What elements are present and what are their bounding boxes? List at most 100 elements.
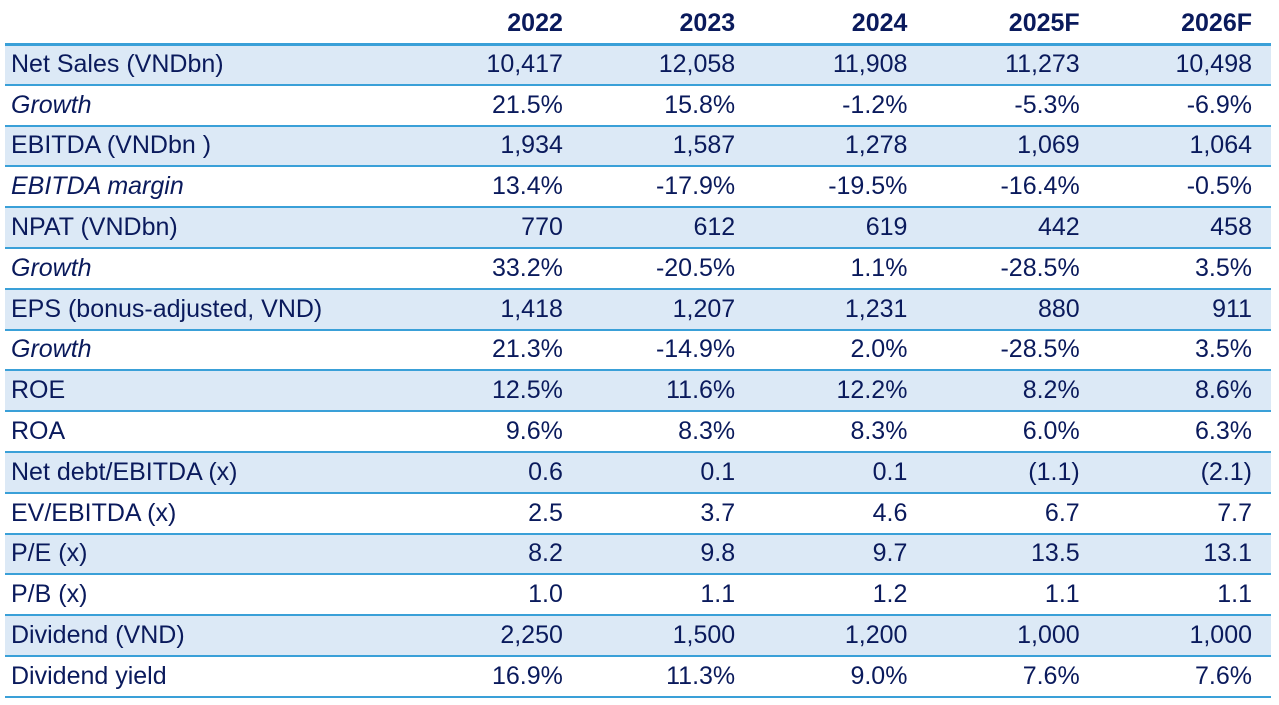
table-row: Dividend yield 16.9% 11.3% 9.0% 7.6% 7.6% <box>5 655 1271 698</box>
value-cell: 1,934 <box>409 125 582 168</box>
value-cell: 7.6% <box>926 655 1099 698</box>
value-cell: 1,207 <box>581 288 755 331</box>
row-label: EBITDA (VNDbn ) <box>5 125 410 168</box>
header-row: 2022 2023 2024 2025F 2026F <box>5 4 1271 46</box>
value-cell: 1.2 <box>754 574 927 617</box>
value-cell: 33.2% <box>409 247 582 290</box>
value-cell: 6.7 <box>926 492 1099 535</box>
value-cell: 21.5% <box>409 84 582 127</box>
table-row: NPAT (VNDbn) 770 612 619 442 458 <box>5 207 1271 249</box>
value-cell: -5.3% <box>926 84 1099 127</box>
value-cell: 12,058 <box>581 44 755 86</box>
header-year-cell: 2023 <box>581 4 755 46</box>
row-label: Growth <box>5 247 410 290</box>
table-row: Growth 33.2% -20.5% 1.1% -28.5% 3.5% <box>5 247 1271 290</box>
value-cell: -0.5% <box>1098 166 1271 209</box>
value-cell: 1,200 <box>754 615 927 657</box>
financial-summary-table-container: 2022 2023 2024 2025F 2026F Net Sales (VN… <box>5 4 1271 698</box>
row-label: Growth <box>5 329 410 372</box>
table-row: P/E (x) 8.2 9.8 9.7 13.5 13.1 <box>5 533 1271 576</box>
value-cell: 1.1 <box>926 574 1099 617</box>
value-cell: 7.6% <box>1098 655 1271 698</box>
value-cell: 0.6 <box>409 451 582 494</box>
value-cell: -17.9% <box>581 166 755 209</box>
table-row: Dividend (VND) 2,250 1,500 1,200 1,000 1,000 <box>5 615 1271 657</box>
row-label: Net debt/EBITDA (x) <box>5 451 410 494</box>
value-cell: 16.9% <box>409 655 582 698</box>
value-cell: 880 <box>926 288 1099 331</box>
value-cell: -14.9% <box>581 329 755 372</box>
table-row: Net Sales (VNDbn) 10,417 12,058 11,908 11,27… <box>5 44 1271 86</box>
header-label-cell <box>5 4 410 46</box>
value-cell: 11,908 <box>754 44 927 86</box>
row-label: EPS (bonus-adjusted, VND) <box>5 288 410 331</box>
header-year-cell: 2022 <box>409 4 582 46</box>
value-cell: 3.5% <box>1098 247 1271 290</box>
financial-summary-table: 2022 2023 2024 2025F 2026F Net Sales (VN… <box>5 4 1271 698</box>
value-cell: 1,278 <box>754 125 927 168</box>
row-label: P/B (x) <box>5 574 410 617</box>
value-cell: 0.1 <box>754 451 927 494</box>
table-row: EPS (bonus-adjusted, VND) 1,418 1,207 1,231… <box>5 288 1271 331</box>
value-cell: (1.1) <box>926 451 1099 494</box>
value-cell: 612 <box>581 207 755 249</box>
table-row: P/B (x) 1.0 1.1 1.2 1.1 1.1 <box>5 574 1271 617</box>
value-cell: 911 <box>1098 288 1271 331</box>
value-cell: 2.5 <box>409 492 582 535</box>
value-cell: 3.5% <box>1098 329 1271 372</box>
value-cell: -28.5% <box>926 247 1099 290</box>
value-cell: 8.3% <box>754 411 927 453</box>
value-cell: 8.6% <box>1098 370 1271 413</box>
row-label: Growth <box>5 84 410 127</box>
value-cell: 9.0% <box>754 655 927 698</box>
value-cell: 1,000 <box>1098 615 1271 657</box>
value-cell: -20.5% <box>581 247 755 290</box>
value-cell: 11.6% <box>581 370 755 413</box>
header-year-cell: 2025F <box>926 4 1099 46</box>
value-cell: 1.1 <box>1098 574 1271 617</box>
value-cell: 7.7 <box>1098 492 1271 535</box>
value-cell: 619 <box>754 207 927 249</box>
value-cell: 1,231 <box>754 288 927 331</box>
value-cell: 9.6% <box>409 411 582 453</box>
value-cell: 1,069 <box>926 125 1099 168</box>
value-cell: 0.1 <box>581 451 755 494</box>
value-cell: 8.3% <box>581 411 755 453</box>
value-cell: 458 <box>1098 207 1271 249</box>
row-label: Dividend yield <box>5 655 410 698</box>
value-cell: 10,417 <box>409 44 582 86</box>
value-cell: 9.8 <box>581 533 755 576</box>
value-cell: 442 <box>926 207 1099 249</box>
table-row: ROE 12.5% 11.6% 12.2% 8.2% 8.6% <box>5 370 1271 413</box>
value-cell: 6.3% <box>1098 411 1271 453</box>
row-label: ROA <box>5 411 410 453</box>
value-cell: 8.2% <box>926 370 1099 413</box>
value-cell: 2.0% <box>754 329 927 372</box>
value-cell: -6.9% <box>1098 84 1271 127</box>
value-cell: 1.1% <box>754 247 927 290</box>
value-cell: 1,418 <box>409 288 582 331</box>
row-label: NPAT (VNDbn) <box>5 207 410 249</box>
table-row: ROA 9.6% 8.3% 8.3% 6.0% 6.3% <box>5 411 1271 453</box>
table-row: EBITDA margin 13.4% -17.9% -19.5% -16.4% -0.5… <box>5 166 1271 209</box>
value-cell: 770 <box>409 207 582 249</box>
value-cell: 8.2 <box>409 533 582 576</box>
row-label: Net Sales (VNDbn) <box>5 44 410 86</box>
value-cell: -16.4% <box>926 166 1099 209</box>
value-cell: 12.2% <box>754 370 927 413</box>
value-cell: 11,273 <box>926 44 1099 86</box>
table-row: Net debt/EBITDA (x) 0.6 0.1 0.1 (1.1) (2.1) <box>5 451 1271 494</box>
row-label: EV/EBITDA (x) <box>5 492 410 535</box>
value-cell: 13.4% <box>409 166 582 209</box>
value-cell: 1,500 <box>581 615 755 657</box>
value-cell: 1,000 <box>926 615 1099 657</box>
value-cell: 11.3% <box>581 655 755 698</box>
table-row: EBITDA (VNDbn ) 1,934 1,587 1,278 1,069 1,064 <box>5 125 1271 168</box>
value-cell: 3.7 <box>581 492 755 535</box>
value-cell: 12.5% <box>409 370 582 413</box>
value-cell: 10,498 <box>1098 44 1271 86</box>
value-cell: 1,064 <box>1098 125 1271 168</box>
value-cell: 1,587 <box>581 125 755 168</box>
value-cell: (2.1) <box>1098 451 1271 494</box>
value-cell: -19.5% <box>754 166 927 209</box>
